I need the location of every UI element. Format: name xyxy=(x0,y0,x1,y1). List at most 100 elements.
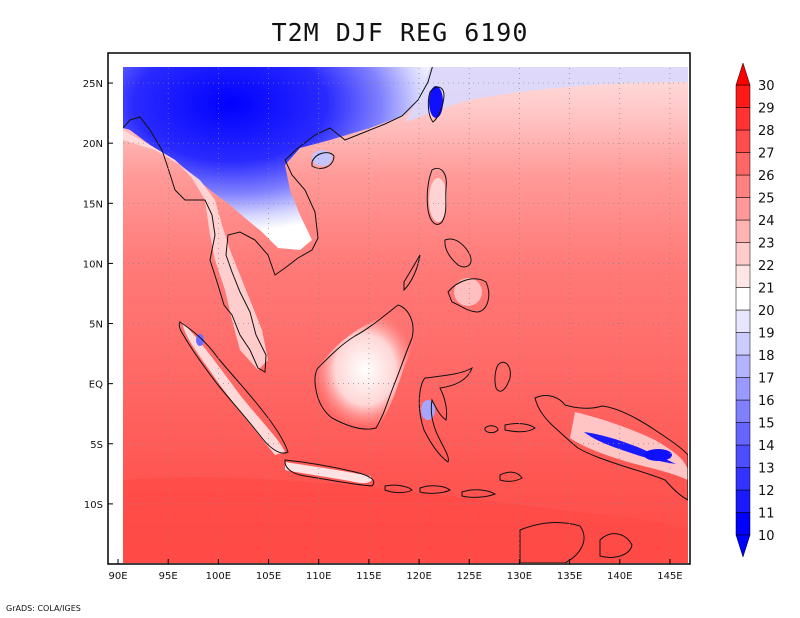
sulawesi-cool-spot xyxy=(421,400,435,420)
colorbar-label: 12 xyxy=(758,484,775,499)
colorbar-label: 13 xyxy=(758,462,775,477)
new-guinea-cold-spot xyxy=(644,449,672,461)
mindanao-pale-region xyxy=(454,278,482,306)
colorbar-segment xyxy=(735,287,751,311)
colorbar-label: 23 xyxy=(758,237,775,252)
cold-region-mainland xyxy=(123,67,430,250)
colorbar-segment xyxy=(735,512,751,536)
halmahera-outline xyxy=(494,361,511,392)
colorbar-label: 18 xyxy=(758,349,775,364)
lat-tick-label: 5S xyxy=(90,440,103,451)
colorbar-segment xyxy=(735,309,751,333)
colorbar-label: 29 xyxy=(758,102,775,117)
colorbar-label: 11 xyxy=(758,507,775,522)
lon-tick-label: 100E xyxy=(206,571,231,582)
longitude-ticks: 90E 95E 100E 105E 110E 115E 120E 125E 130E 135E 14… xyxy=(109,559,683,582)
lon-tick-label: 125E xyxy=(457,571,482,582)
colorbar-label: 24 xyxy=(758,214,775,229)
colorbar-label: 16 xyxy=(758,394,775,409)
lon-tick-label: 105E xyxy=(256,571,281,582)
hainan-outline xyxy=(311,152,335,169)
colorbar-segment xyxy=(735,152,751,176)
colorbar-label: 25 xyxy=(758,192,775,207)
java-pale-strip xyxy=(285,462,372,484)
colorbar-segment xyxy=(735,444,751,468)
colorbar-label: 26 xyxy=(758,169,775,184)
colorbar-segment xyxy=(735,197,751,221)
map-title: T2M DJF REG 6190 xyxy=(271,18,529,47)
lombok-outline xyxy=(419,485,451,494)
sumatra-pale-region xyxy=(182,322,285,455)
lat-tick-label: 10S xyxy=(84,500,103,511)
colorbar: 10 11 12 13 14 15 16 17 18 19 20 21 22 23 24 25 26 27 28 29… xyxy=(735,62,775,558)
colorbar-label: 10 xyxy=(758,529,775,544)
seram-outline xyxy=(504,423,536,433)
taiwan-cold-spot xyxy=(429,86,443,118)
visayas-outline xyxy=(444,238,472,268)
sumatra-outline xyxy=(178,321,289,454)
taiwan-outline xyxy=(427,86,445,123)
latitude-ticks: 25N 20N 15N 10N 5N EQ 5S 10S xyxy=(83,79,113,511)
colorbar-label: 17 xyxy=(758,372,775,387)
colorbar-label: 20 xyxy=(758,304,775,319)
borneo-outline xyxy=(314,304,414,430)
colorbar-segment xyxy=(735,174,751,198)
colorbar-label: 30 xyxy=(758,79,775,94)
mindanao-outline xyxy=(447,278,490,313)
lat-tick-label: 25N xyxy=(83,79,103,90)
colorbar-segment xyxy=(735,467,751,491)
luzon-pale-region xyxy=(429,178,447,222)
australia-outline xyxy=(519,522,585,563)
java-outline xyxy=(284,459,375,487)
lon-tick-label: 145E xyxy=(657,571,682,582)
colorbar-label: 19 xyxy=(758,327,775,342)
colorbar-high-arrow xyxy=(735,62,751,86)
sumatra-cool-spot xyxy=(196,334,204,346)
colorbar-label: 15 xyxy=(758,417,775,432)
colorbar-segment xyxy=(735,399,751,423)
colorbar-segment xyxy=(735,107,751,131)
lon-tick-label: 135E xyxy=(557,571,582,582)
luzon-outline xyxy=(426,167,447,225)
hainan-cool-spot xyxy=(312,150,332,166)
warm-south-region xyxy=(123,477,688,563)
borneo-pale-region xyxy=(314,310,416,429)
map-field xyxy=(123,67,688,563)
lon-tick-label: 120E xyxy=(406,571,431,582)
colorbar-segment xyxy=(735,242,751,266)
colorbar-label: 21 xyxy=(758,282,775,297)
palawan-outline xyxy=(403,254,421,292)
sulawesi-outline xyxy=(418,366,473,463)
colorbar-low-arrow xyxy=(735,534,751,558)
colorbar-segment xyxy=(735,332,751,356)
bali-outline xyxy=(384,484,413,494)
buru-outline xyxy=(484,425,499,434)
lon-tick-label: 95E xyxy=(159,571,178,582)
lon-tick-label: 110E xyxy=(306,571,331,582)
timor-outline xyxy=(499,471,523,482)
colorbar-segment xyxy=(735,129,751,153)
pale-peninsula xyxy=(123,130,268,370)
colorbar-label: 28 xyxy=(758,124,775,139)
new-guinea-outline xyxy=(534,395,688,501)
lon-tick-label: 115E xyxy=(356,571,381,582)
cool-coastal-band xyxy=(405,67,688,122)
colorbar-segment xyxy=(735,354,751,378)
cape-york-outline xyxy=(599,533,633,558)
lon-tick-label: 140E xyxy=(607,571,632,582)
credit-label: GrADS: COLA/IGES xyxy=(6,604,81,613)
lat-tick-label: 15N xyxy=(83,199,103,210)
lat-tick-label: EQ xyxy=(89,380,103,391)
lat-tick-label: 5N xyxy=(89,320,103,331)
colorbar-label: 22 xyxy=(758,259,775,274)
colorbar-segment xyxy=(735,489,751,513)
lat-tick-label: 10N xyxy=(83,259,103,270)
colorbar-segment xyxy=(735,219,751,243)
map-frame xyxy=(107,52,691,565)
map-grid xyxy=(123,67,688,563)
flores-outline xyxy=(461,489,497,498)
colorbar-label: 27 xyxy=(758,147,775,162)
lon-tick-label: 90E xyxy=(109,571,128,582)
colorbar-segment xyxy=(735,84,751,108)
